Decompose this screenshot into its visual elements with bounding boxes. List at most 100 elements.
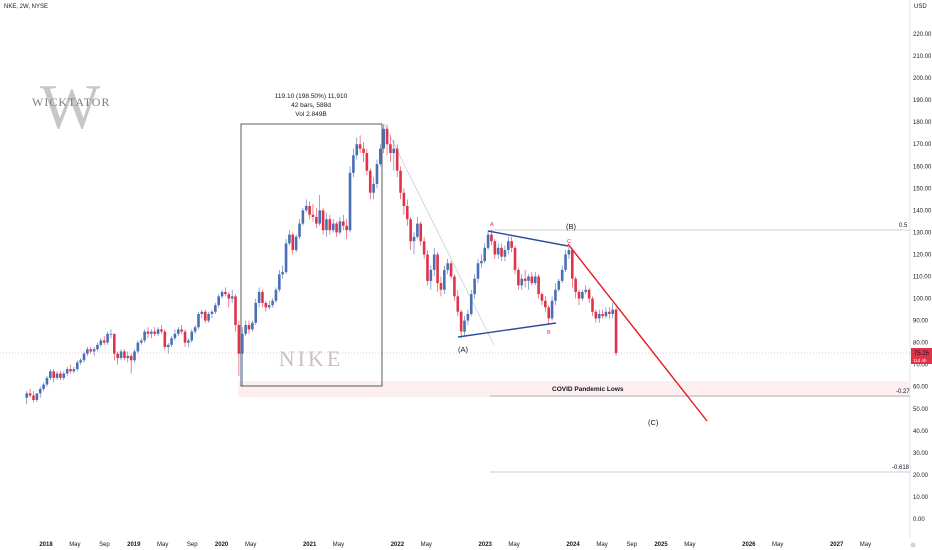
candle-body: [315, 216, 318, 224]
candle-body: [75, 362, 79, 370]
candle-body: [550, 300, 554, 319]
candle: [264, 300, 268, 312]
candle-body: [220, 291, 224, 297]
candle: [554, 283, 557, 306]
candle: [533, 272, 537, 286]
candle: [240, 327, 244, 387]
candle-body: [537, 276, 540, 295]
fib-label-027: -0.27: [896, 389, 910, 395]
fib-label-0618: -0.618: [892, 465, 910, 471]
candle-body: [247, 325, 251, 330]
candle: [375, 159, 379, 189]
wave-c-projection-line[interactable]: [567, 243, 708, 422]
candle-body: [271, 300, 274, 306]
candle: [490, 230, 493, 246]
candle: [28, 388, 32, 398]
candle: [166, 342, 170, 354]
candle-body: [362, 148, 365, 154]
candle: [348, 166, 352, 233]
time-axis[interactable]: 2018 May Sep 2019 May Sep 2020 May 2021 May 2022 Ma…: [39, 542, 871, 548]
candle-body: [210, 311, 214, 314]
candle: [224, 287, 227, 297]
price-axis[interactable]: 0.00 10.00 20.00 30.00 40.00 50.00 60.00 70.00 8…: [913, 32, 932, 523]
candle-body: [533, 276, 537, 284]
candle: [544, 296, 547, 312]
candle: [281, 265, 284, 279]
symbol-header[interactable]: NKE, 2W, NYSE: [4, 4, 48, 10]
candle: [42, 382, 45, 392]
candle-body: [82, 353, 86, 361]
candle: [432, 247, 436, 277]
candle-body: [217, 296, 221, 306]
candle: [557, 278, 561, 292]
candle-body: [409, 219, 412, 242]
candle-body: [109, 333, 113, 335]
time-tick-label: 2023: [479, 542, 493, 548]
candle-body: [267, 305, 271, 308]
candle: [308, 201, 311, 220]
candle-body: [281, 272, 284, 275]
candle: [203, 309, 207, 323]
candle-body: [372, 183, 375, 193]
candle: [113, 333, 116, 361]
triangle-upper-line[interactable]: [487, 230, 569, 247]
time-tick-label: May: [157, 542, 168, 548]
candle: [119, 349, 123, 361]
candle: [358, 135, 362, 154]
candle: [180, 325, 183, 334]
candle-body: [214, 305, 217, 312]
candle-body: [38, 388, 42, 394]
candle: [341, 214, 345, 231]
candle: [517, 267, 520, 290]
candle-body: [99, 340, 103, 345]
candle-body: [190, 331, 194, 341]
candle-body: [365, 153, 369, 171]
candle-body: [480, 261, 483, 264]
candle: [237, 320, 241, 376]
triangle-lower-line[interactable]: [457, 322, 557, 338]
candle: [116, 351, 119, 365]
watermark-text: WICKTATOR: [32, 95, 110, 109]
candles: [25, 124, 618, 405]
price-tick-label: 220.00: [913, 32, 932, 38]
candle: [483, 243, 487, 264]
candle: [372, 177, 375, 200]
candle-body: [466, 313, 470, 321]
candle: [560, 265, 564, 284]
time-tick-label: Sep: [99, 542, 110, 548]
candle: [52, 369, 55, 383]
candle-body: [113, 333, 116, 354]
measure-box[interactable]: [240, 123, 383, 387]
time-tick-label: 2026: [742, 542, 756, 548]
time-tick-label: 2018: [39, 542, 53, 548]
candle-body: [65, 369, 69, 374]
candle-body: [368, 170, 372, 193]
candle-body: [325, 219, 328, 231]
candle-body: [52, 371, 55, 378]
time-tick-label: May: [333, 542, 344, 548]
candle-body: [123, 351, 126, 359]
candle: [429, 265, 433, 290]
price-tick-label: 180.00: [913, 120, 932, 126]
price-tick-label: 190.00: [913, 98, 932, 104]
candle-body: [304, 205, 308, 211]
candle-body: [567, 250, 571, 255]
candle-body: [506, 241, 510, 251]
candle-body: [274, 289, 278, 301]
candle-body: [230, 296, 234, 299]
wave-label-C: (C): [648, 418, 659, 427]
candle-body: [560, 269, 564, 281]
candle-body: [587, 289, 591, 299]
candle-body: [385, 128, 389, 145]
candle: [469, 289, 473, 317]
candle-body: [486, 234, 490, 248]
candle: [405, 199, 409, 226]
candle-body: [207, 313, 210, 321]
candle: [581, 289, 584, 301]
candle-body: [328, 219, 332, 231]
scroll-right-dot[interactable]: [910, 542, 916, 548]
candle: [399, 166, 402, 200]
candle: [251, 320, 254, 332]
candle: [325, 212, 328, 237]
candle-body: [443, 269, 446, 290]
